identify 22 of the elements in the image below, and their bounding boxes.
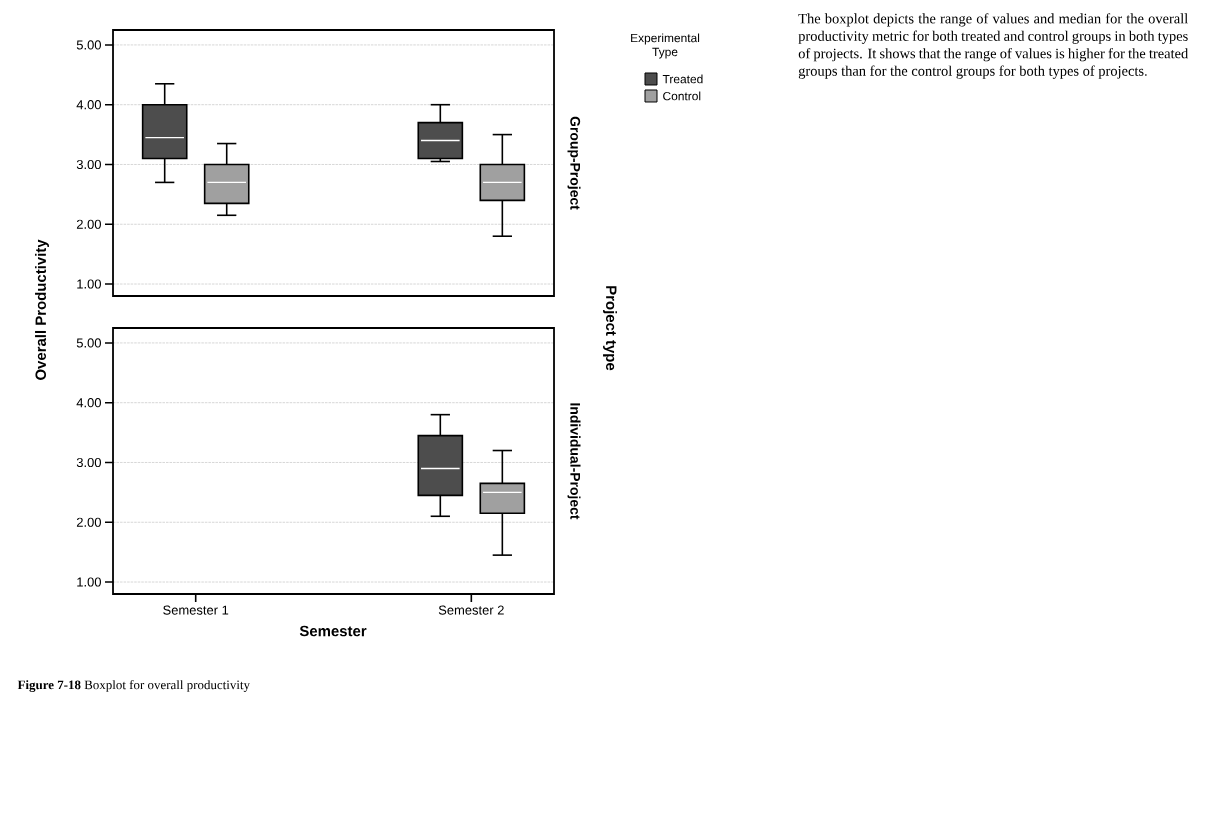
text: The boxplot depicts the range of values and median for the overall productivity metric for both treated and control groups in both types of projects. It shows that the range of values is higher for the treated groups than for the control groups for both types of projects.: [798, 13, 1189, 79]
y-tick-label: 5.00: [76, 338, 101, 348]
y2-axis-title: Individual-Project: [567, 403, 581, 520]
y-tick-label: 2.00: [76, 517, 101, 527]
x-axis-title: Semester: [299, 625, 367, 637]
y2-axis-title: Group-Project: [567, 116, 581, 210]
y-tick-label: 4.00: [76, 398, 101, 408]
legend-label: Control: [663, 91, 701, 101]
x-tick-label: Semester 1: [163, 605, 229, 615]
y-tick-label: 4.00: [76, 100, 101, 110]
y-tick-label: 3.00: [76, 159, 101, 170]
text: Figure 7-18 Boxplot for overall productivity: [17, 679, 250, 692]
legend-label: Treated: [662, 74, 703, 84]
y-tick-label: 1.00: [77, 279, 101, 289]
y-tick-label: 3.00: [76, 457, 101, 468]
legend-title: Experimental Type: [631, 33, 700, 59]
y-axis-title: Overall Productivity: [35, 239, 49, 380]
y-tick-label: 5.00: [76, 40, 101, 50]
x-tick-label: Semester 2: [438, 605, 504, 615]
y-tick-label: 1.00: [77, 577, 101, 587]
text: Project type: [603, 286, 617, 371]
y-tick-label: 2.00: [76, 219, 101, 229]
